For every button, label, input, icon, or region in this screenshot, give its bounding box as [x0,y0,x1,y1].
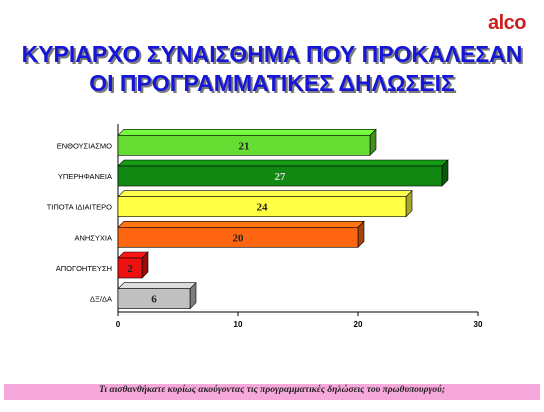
bar-top-face [117,221,365,228]
bar-top-face [117,129,377,136]
bar [117,227,359,248]
bar [117,165,443,187]
bar [117,135,371,156]
bar-chart: 0 10 20 30 ΕΝΘΟΥΣΙΑΣΜΟ 21 ΥΠΕΡΗΦΑΝΕΙΑ 27 ΤΙΠΟΤΑ … [47,124,483,329]
bar-top-face [117,282,197,289]
survey-question: Τι αισθανθήκατε κυρίως ακούγοντας τις πρ… [98,385,445,395]
bar-top-face [117,190,413,197]
question-banner: Τι αισθανθήκατε κυρίως ακούγοντας τις πρ… [4,384,540,400]
bar-value-label: 20 [233,232,245,244]
x-tick-label: 10 [234,320,243,329]
chart-title: ΚΥΡΙΑΡΧΟ ΣΥΝΑΙΣΘΗΜΑ ΠΟΥ ΠΡΟΚΑΛΕΣΑΝ ΟΙ ΠΡ… [0,40,544,98]
chart-title-line-2: ΟΙ ΠΡΟΓΡΑΜΜΑΤΙΚΕΣ ΔΗΛΩΣΕΙΣ [89,70,455,96]
bar [117,288,191,309]
bar-value-label: 24 [257,202,269,214]
category-label: ΔΞ/ΔΑ [90,295,112,304]
bar [117,257,143,279]
bar-value-label: 27 [275,171,287,183]
bar [117,196,407,217]
category-label: ΑΠΟΓΟΗΤΕΥΣΗ [56,264,112,273]
x-tick-label: 20 [354,320,363,329]
bar-top-face [117,159,449,167]
category-label: ΤΙΠΟΤΑ ΙΔΙΑΙΤΕΡΟ [47,203,112,212]
x-tick-label: 0 [116,320,121,329]
brand-logo: alco [487,12,527,34]
bar-value-label: 2 [127,263,133,275]
bar-value-label: 6 [151,294,157,306]
chart-title-line-1: ΚΥΡΙΑΡΧΟ ΣΥΝΑΙΣΘΗΜΑ ΠΟΥ ΠΡΟΚΑΛΕΣΑΝ [21,41,523,67]
bar-value-label: 21 [239,140,250,152]
category-label: ΕΝΘΟΥΣΙΑΣΜΟ [57,141,112,150]
category-label: ΑΝΗΣΥΧΙΑ [74,233,112,242]
x-tick-label: 30 [474,320,483,329]
category-label: ΥΠΕΡΗΦΑΝΕΙΑ [58,172,112,181]
